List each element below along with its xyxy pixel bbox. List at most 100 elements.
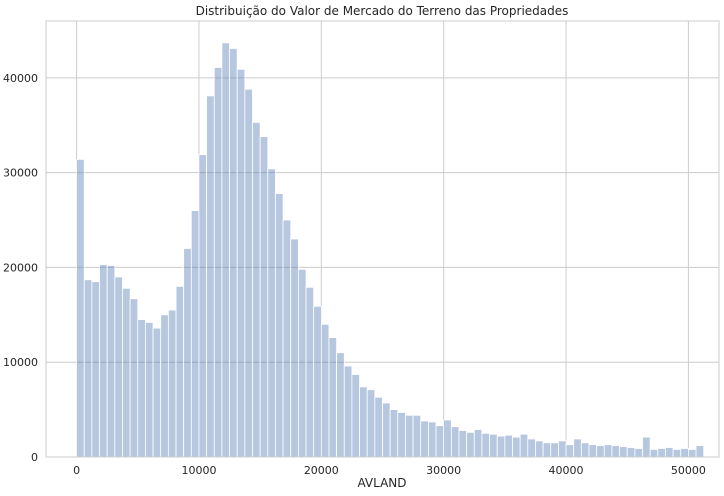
histogram-bar [213,67,223,458]
histogram-bar [99,264,108,458]
histogram-bar [450,426,460,458]
histogram-bar [183,248,192,458]
histogram-bar [634,448,643,458]
y-tick-label: 20000 [3,261,38,274]
histogram-bar [405,414,414,458]
histogram-bar [603,444,613,458]
histogram-bar [512,436,521,458]
histogram-bar [297,268,307,458]
histogram-bar [695,445,705,458]
histogram-bar [76,158,85,458]
histogram-bar [466,431,475,458]
histogram-bar [129,298,139,458]
x-tick-labels: 0 10000 20000 30000 40000 50000 [73,464,706,477]
histogram-bar [160,314,169,458]
histogram-bar [229,48,238,458]
histogram-bar [198,154,208,458]
histogram-bars [76,42,705,458]
histogram-bar [206,95,215,458]
histogram-bar [443,419,452,458]
histogram-bar [649,449,659,458]
y-tick-label: 0 [31,451,38,464]
histogram-bar [389,409,399,458]
histogram-bar [542,442,552,458]
histogram-bar [573,438,582,458]
histogram-bar [619,446,628,458]
histogram-bar [557,440,567,458]
histogram-bar [83,279,93,458]
histogram-bar [167,309,177,458]
histogram-bar [420,420,429,458]
histogram-bar [672,449,682,458]
histogram-bar [282,219,292,458]
histogram-bar [481,432,490,458]
histogram-bar [527,438,536,458]
histogram-bar [374,396,383,458]
histogram-bar [267,168,276,458]
histogram-bar [137,319,146,458]
histogram-bar [106,265,116,458]
histogram-bar [535,440,544,458]
histogram-bar [290,238,299,458]
x-tick-label: 0 [73,464,80,477]
x-tick-label: 30000 [426,464,461,477]
histogram-bar [366,389,376,458]
histogram-bar [91,281,100,458]
histogram-bar [611,445,620,458]
histogram-bar [626,447,636,458]
plot-frame [45,20,720,458]
histogram-bar [642,436,651,458]
x-axis-label: AVLAND [357,476,406,490]
histogram-bar [122,287,131,458]
histogram-bar [382,402,391,458]
histogram-bar [190,210,200,458]
histogram-bar [688,449,697,458]
histogram-bar [550,442,559,458]
chart-title: Distribuição do Valor de Mercado do Terr… [196,4,569,18]
histogram-bar [343,365,353,458]
histogram-bar [473,429,483,458]
histogram-bar [252,122,261,458]
histogram-bar [680,448,689,458]
histogram-bar [259,136,269,458]
x-tick-label: 40000 [549,464,584,477]
histogram-bar [320,323,330,458]
histogram-bar [397,412,406,458]
x-tick-label: 20000 [304,464,339,477]
histogram-bar [565,444,575,458]
histogram-bar [496,435,506,458]
x-tick-label: 50000 [671,464,706,477]
histogram-bar [580,442,590,458]
histogram-bar [236,68,246,458]
y-tick-label: 40000 [3,72,38,85]
histogram-bar [145,322,154,458]
histogram-bar [489,433,498,458]
histogram-bar [244,88,253,458]
histogram-bar [351,374,360,458]
y-tick-label: 10000 [3,356,38,369]
histogram-bar [588,444,598,458]
histogram-bar [427,421,437,458]
histogram-bar [665,447,674,458]
histogram-bar [435,425,445,458]
histogram-bar [114,276,123,458]
histogram-bar [359,386,368,458]
histogram-bar [519,433,529,458]
histogram-bar [657,448,666,458]
histogram-bar [175,285,185,458]
histogram-bar [305,286,315,458]
histogram-bar [313,305,322,458]
histogram-bar [336,352,345,458]
histogram-bar [504,434,513,458]
histogram-bar [412,414,422,458]
histogram-bar [596,445,605,458]
histogram-bar [152,327,162,458]
y-tick-labels: 0 10000 20000 30000 40000 [3,72,38,464]
histogram-bar [221,42,230,458]
x-tick-label: 10000 [181,464,216,477]
histogram-bar [275,193,284,458]
histogram-bar [458,430,468,458]
y-tick-label: 30000 [3,167,38,180]
histogram-bar [328,337,338,458]
